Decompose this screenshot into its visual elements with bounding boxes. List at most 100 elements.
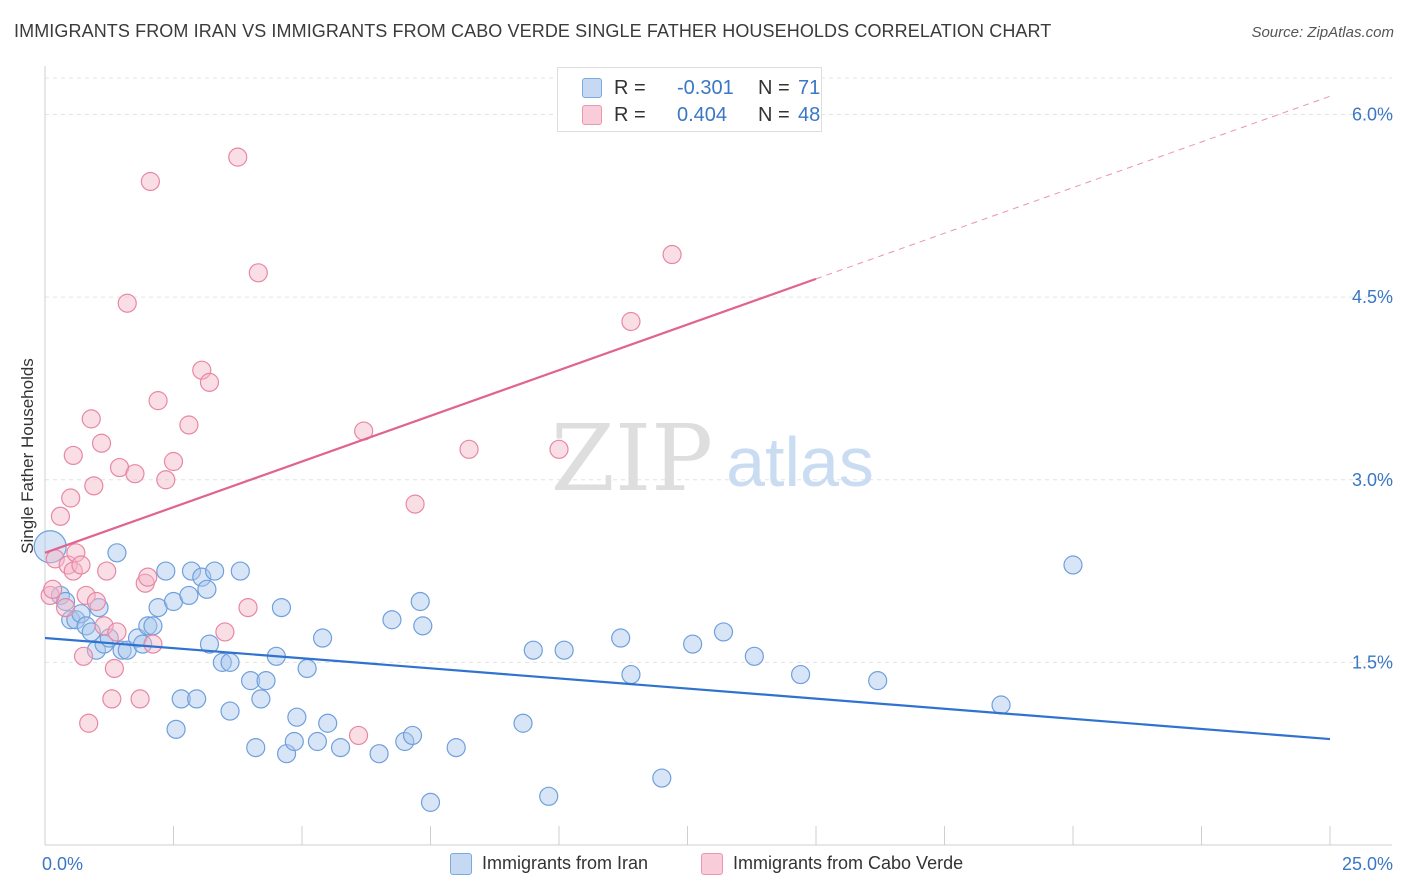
iran-point [271,597,292,618]
cabo-verde-point [459,439,479,459]
cabo-verde-point [130,689,150,709]
source-label: Source: ZipAtlas.com [1251,24,1394,41]
cabo-verde-legend-swatch [701,853,723,875]
iran-point [256,671,276,691]
cabo-verde-point [63,561,83,581]
iran-point [166,719,186,739]
iran-point [395,731,415,752]
iran-point [171,689,191,709]
n-value: 48 [798,104,821,126]
iran-point [181,561,202,581]
iran-point [297,658,317,679]
iran-swatch [582,78,602,98]
cabo-verde-point [143,634,163,654]
cabo-verde-point [76,585,96,606]
iran-point [369,744,389,764]
iran-point [713,622,734,642]
trend-lines [44,95,1331,741]
legend-label: Immigrants from Iran [482,853,649,873]
iran-point [199,634,220,654]
legend-label: Immigrants from Cabo Verde [733,853,964,873]
iran-point [307,731,328,752]
n-label: N = [758,104,790,126]
cabo-verde-point [148,391,168,411]
r-label: R = [614,77,646,99]
iran-point [410,591,430,612]
iran-point [420,792,441,812]
n-label: N = [758,77,790,99]
watermark-zip: ZIP [551,405,713,512]
y-tick-label: 4.5% [1352,287,1393,307]
iran-point [50,585,71,606]
n-value: 71 [798,77,821,99]
cabo-verde-point [79,713,99,733]
iran-point [312,628,333,648]
cabo-verde-point [66,543,86,563]
iran-point [187,689,207,709]
r-value: -0.301 [677,77,734,99]
cabo-verde-point [102,689,122,709]
y-tick-label: 3.0% [1352,470,1393,490]
cabo-verde-point [104,658,124,679]
iran-point [318,713,338,733]
iran-point [790,664,811,685]
iran-point [554,640,574,660]
iran-point [683,634,703,654]
cabo-verde-point [117,293,137,313]
iran-point [611,628,631,648]
cabo-verde-point [84,476,104,496]
iran-point [251,689,271,709]
cabo-verde-point [228,147,248,167]
x-tick-label: 25.0% [1342,854,1393,874]
cabo-verde-point [348,725,369,746]
cabo-verde-point [50,506,71,526]
iran-point [868,671,888,691]
iran-legend-swatch [450,853,472,875]
r-label: R = [614,104,646,126]
iran-point [197,579,217,599]
cabo-verde-point [156,470,176,490]
cabo-verde-swatch [582,105,602,125]
iran-point [402,725,423,746]
cabo-verde-point [163,451,184,472]
iran-point [284,731,304,752]
cabo-verde-point [192,360,212,380]
iran-point [413,616,433,636]
iran-point [156,561,176,581]
y-tick-label: 1.5% [1352,652,1393,672]
cabo-verde-point [215,622,235,642]
x-tick-label: 0.0% [42,854,83,874]
iran-point [523,640,543,660]
cabo-verde-point [107,622,127,642]
iran-point [212,652,232,672]
iran-point [143,616,163,636]
cabo-verde-point [248,263,268,283]
iran-point [230,561,250,581]
iran-point [446,738,466,758]
cabo-verde-trend-line [44,277,817,554]
iran-point [513,713,533,733]
cabo-verde-point [61,488,81,508]
iran-point [330,738,351,758]
axes [44,66,1392,846]
iran-point [33,530,67,564]
cabo-verde-point [179,415,199,435]
iran-point [205,561,225,581]
iran-point [621,664,641,685]
cabo-verde-point [140,171,160,192]
iran-point [991,695,1011,715]
iran-trend-line [44,636,1331,741]
cabo-verde-point [621,311,641,332]
cabo-verde-point [405,494,425,514]
cabo-verde-point [238,597,258,618]
iran-point [107,543,127,563]
iran-point [220,652,240,672]
r-value: 0.404 [677,104,728,126]
cabo-verde-point [73,646,94,666]
cabo-verde-point [549,439,569,459]
iran-point [179,585,199,606]
iran-point [241,671,261,691]
cabo-verde-point [199,372,220,392]
cabo-verde-point [662,244,682,265]
